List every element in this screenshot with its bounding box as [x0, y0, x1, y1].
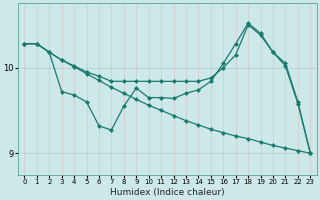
X-axis label: Humidex (Indice chaleur): Humidex (Indice chaleur)	[110, 188, 225, 197]
